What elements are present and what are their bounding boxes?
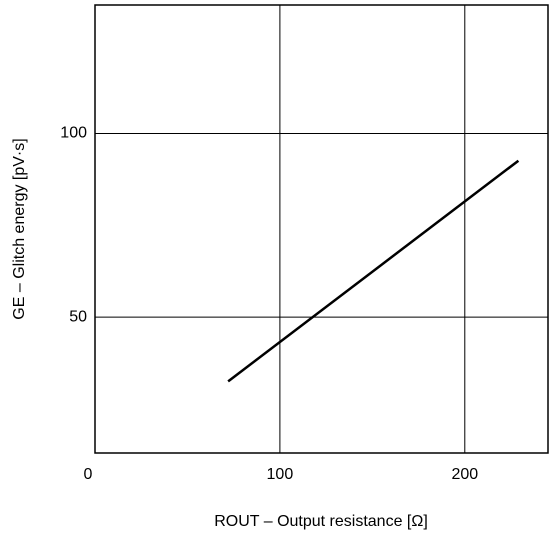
x-tick-label: 200 bbox=[451, 466, 478, 483]
data-line bbox=[227, 159, 520, 383]
y-tick-label: 100 bbox=[60, 125, 87, 142]
x-axis-label: ROUT – Output resistance [Ω] bbox=[214, 513, 428, 530]
y-axis-label: GE – Glitch energy [pV·s] bbox=[11, 138, 28, 319]
plot-frame bbox=[94, 4, 549, 454]
x-tick-label: 100 bbox=[267, 466, 294, 483]
x-tick-label: 0 bbox=[84, 466, 93, 483]
y-tick-label: 50 bbox=[69, 308, 87, 325]
